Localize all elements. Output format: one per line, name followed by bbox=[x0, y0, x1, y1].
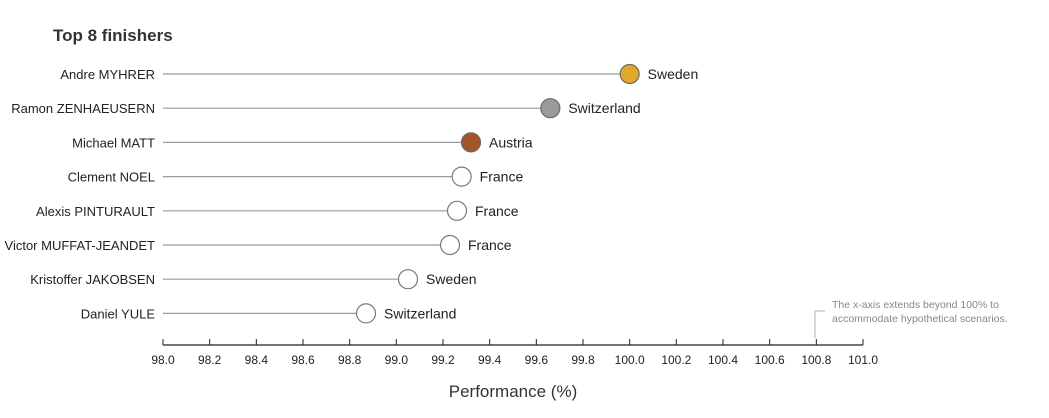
annotation: The x-axis extends beyond 100% to accommo… bbox=[814, 299, 1008, 338]
x-tick-label: 100.0 bbox=[615, 353, 645, 367]
x-tick-label: 99.0 bbox=[385, 353, 409, 367]
country-label: Austria bbox=[489, 134, 533, 150]
chart-title: Top 8 finishers bbox=[53, 26, 173, 45]
country-label: France bbox=[475, 203, 519, 219]
result-dot bbox=[397, 269, 419, 290]
finisher-row: Kristoffer JAKOBSEN Sweden bbox=[30, 269, 477, 290]
x-axis: 98.0 98.2 98.4 98.6 98.8 99.0 99.2 99.4 99.6 99.8… bbox=[151, 339, 878, 367]
athlete-name-label: Clement NOEL bbox=[68, 170, 155, 185]
country-label: Switzerland bbox=[568, 100, 640, 116]
x-tick-label: 99.6 bbox=[525, 353, 549, 367]
finisher-row: Michael MATT Austria bbox=[72, 132, 533, 153]
country-label: Sweden bbox=[426, 271, 477, 287]
x-tick-label: 98.0 bbox=[151, 353, 175, 367]
finisher-row: Ramon ZENHAEUSERN Switzerland bbox=[11, 98, 641, 119]
athlete-name-label: Victor MUFFAT-JEANDET bbox=[5, 238, 156, 253]
x-tick-label: 99.2 bbox=[431, 353, 455, 367]
x-tick-label: 99.4 bbox=[478, 353, 502, 367]
x-tick-label: 99.8 bbox=[571, 353, 595, 367]
result-dot bbox=[619, 63, 640, 85]
country-label: France bbox=[468, 237, 512, 253]
x-tick-label: 100.6 bbox=[755, 353, 785, 367]
result-dot bbox=[446, 200, 468, 221]
athlete-name-label: Michael MATT bbox=[72, 135, 155, 150]
annotation-text: The x-axis extends beyond 100% to bbox=[832, 299, 999, 311]
x-tick-label: 98.2 bbox=[198, 353, 222, 367]
country-label: Sweden bbox=[648, 66, 699, 82]
athlete-name-label: Andre MYHRER bbox=[60, 67, 155, 82]
finisher-row: Andre MYHRER Sweden bbox=[60, 63, 699, 85]
x-axis-title: Performance (%) bbox=[449, 382, 577, 401]
annotation-text: accommodate hypothetical scenarios. bbox=[832, 313, 1008, 325]
result-dot bbox=[439, 234, 461, 256]
athlete-name-label: Alexis PINTURAULT bbox=[36, 204, 155, 219]
result-dot bbox=[540, 98, 561, 119]
finisher-row: Alexis PINTURAULT France bbox=[36, 200, 519, 221]
finisher-row: Clement NOEL France bbox=[68, 166, 524, 187]
finisher-row: Daniel YULE Switzerland bbox=[81, 303, 456, 324]
athlete-name-label: Daniel YULE bbox=[81, 306, 156, 321]
x-tick-label: 100.2 bbox=[661, 353, 691, 367]
x-tick-label: 101.0 bbox=[848, 353, 878, 367]
result-dot bbox=[355, 303, 377, 324]
result-dot bbox=[451, 166, 472, 187]
x-tick-label: 100.4 bbox=[708, 353, 738, 367]
x-tick-label: 98.6 bbox=[291, 353, 315, 367]
result-dot bbox=[460, 132, 482, 153]
finisher-row: Victor MUFFAT-JEANDET France bbox=[5, 234, 512, 256]
x-tick-label: 100.8 bbox=[801, 353, 831, 367]
country-label: France bbox=[480, 169, 524, 185]
x-tick-label: 98.8 bbox=[338, 353, 362, 367]
athlete-name-label: Ramon ZENHAEUSERN bbox=[11, 101, 155, 116]
athlete-name-label: Kristoffer JAKOBSEN bbox=[30, 272, 155, 287]
country-label: Switzerland bbox=[384, 305, 456, 321]
rows: Andre MYHRER Sweden Ramon ZENHAEUSERN Switz… bbox=[5, 63, 699, 324]
x-tick-label: 98.4 bbox=[245, 353, 269, 367]
